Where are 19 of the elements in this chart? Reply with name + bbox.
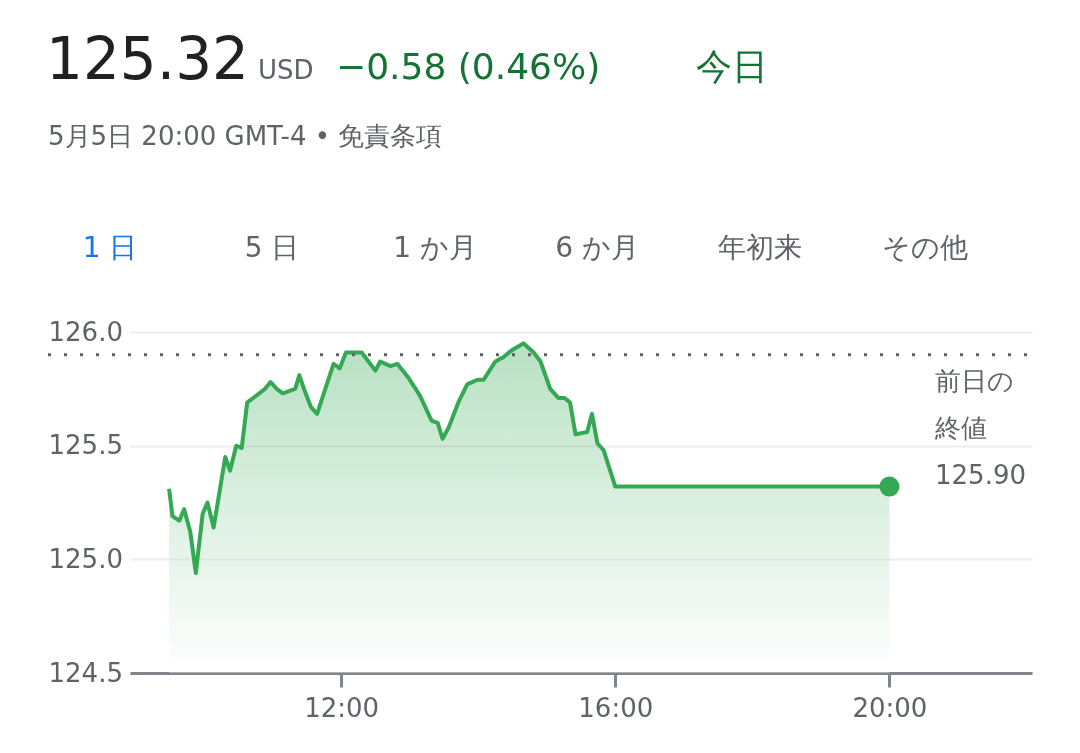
text: 年初来 <box>718 231 802 264</box>
text: その他 <box>882 231 968 264</box>
x-tick-label: 12:00 <box>304 692 380 723</box>
text: 今日 <box>696 46 768 87</box>
text: 1 か月 <box>393 231 477 264</box>
y-tick-label: 125.5 <box>48 430 123 461</box>
y-tick-label: 124.5 <box>48 657 123 688</box>
x-tick-label: 20:00 <box>852 692 928 723</box>
text: 5 日 <box>244 231 300 264</box>
x-tick-label: 16:00 <box>578 692 654 723</box>
text: 6 か月 <box>555 231 639 264</box>
chart-subtitle: 5月5日 20:00 GMT-4 • 免責条項 <box>48 121 443 151</box>
text: 1 日 <box>82 231 138 264</box>
text: USD <box>258 55 314 85</box>
chart-title: 125.32 <box>46 25 249 93</box>
text: −0.58 (0.46%) <box>336 46 601 87</box>
ref-line-label: 前日の終値 125.90 <box>934 365 1026 490</box>
y-tick-label: 126.0 <box>48 316 123 347</box>
y-tick-label: 125.0 <box>48 543 123 574</box>
